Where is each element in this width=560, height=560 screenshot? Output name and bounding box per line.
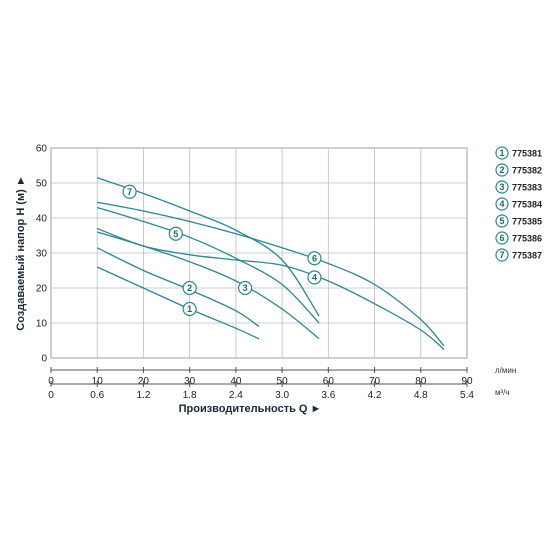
curve-marker-6: 6 <box>307 251 322 266</box>
y-tick-label: 0 <box>41 354 47 365</box>
marker-circle <box>122 184 137 199</box>
marker-number: 1 <box>187 304 192 314</box>
marker-number: 2 <box>187 283 192 293</box>
legend-marker <box>495 214 509 228</box>
legend-label: 775381 <box>512 148 542 158</box>
x-tick-label-m3h: 4.2 <box>368 390 382 401</box>
legend-label: 775386 <box>512 233 542 243</box>
marker-number: 3 <box>243 283 248 293</box>
legend-marker <box>495 248 509 262</box>
legend: 1 775381 2 775382 3 775383 4 775384 5 775385 6 7753… <box>495 146 542 262</box>
curve-775385 <box>97 206 320 324</box>
curve-775384 <box>96 227 445 350</box>
y-axis-title: Создаваемый напор H (м) ► <box>15 175 27 330</box>
legend-marker-number: 6 <box>499 233 504 243</box>
curve-775387 <box>96 177 320 317</box>
legend-marker-number: 1 <box>499 148 504 158</box>
marker-circle <box>238 280 253 296</box>
y-tick-label: 20 <box>36 284 48 295</box>
y-tick-label: 40 <box>36 214 48 225</box>
marker-circle <box>182 301 197 317</box>
legend-marker <box>495 146 509 160</box>
curve-marker-1: 1 <box>182 301 197 317</box>
legend-item-775385: 5 775385 <box>495 214 542 228</box>
x-tick-label-m3h: 3.0 <box>275 390 289 401</box>
legend-marker-number: 2 <box>499 165 504 175</box>
legend-label: 775382 <box>512 165 542 175</box>
legend-item-775381: 1 775381 <box>495 146 542 160</box>
legend-label: 775383 <box>512 182 542 192</box>
x-tick-label-m3h: 3.6 <box>321 390 335 401</box>
legend-label: 775387 <box>512 250 542 260</box>
legend-item-775386: 6 775386 <box>495 231 542 245</box>
legend-item-775383: 3 775383 <box>495 180 542 194</box>
y-tick-label: 50 <box>36 179 48 190</box>
curve-markers: 1 2 3 4 5 6 7 <box>122 184 322 317</box>
marker-circle <box>307 251 322 266</box>
marker-circle <box>168 226 183 241</box>
marker-number: 7 <box>127 187 132 197</box>
x-tick-label-m3h: 0 <box>48 390 54 401</box>
marker-circle <box>307 270 322 285</box>
curves <box>96 177 445 350</box>
marker-number: 4 <box>312 273 317 283</box>
legend-marker-number: 5 <box>499 216 504 226</box>
curve-marker-3: 3 <box>238 280 253 296</box>
curve-marker-5: 5 <box>168 226 183 241</box>
axes: 0102030405060010203040506070809000.61.21… <box>36 144 475 402</box>
legend-marker <box>495 231 509 245</box>
legend-item-775382: 2 775382 <box>495 163 542 177</box>
x-unit-bottom: м³/ч <box>495 388 510 397</box>
marker-number: 6 <box>312 253 317 263</box>
marker-circle <box>182 280 197 296</box>
legend-marker-number: 4 <box>499 199 504 209</box>
curve-marker-7: 7 <box>122 184 137 199</box>
legend-marker <box>495 180 509 194</box>
x-tick-label-m3h: 0.6 <box>90 390 104 401</box>
x-unit-top: л/мин <box>495 366 516 375</box>
x-tick-label-m3h: 1.2 <box>136 390 150 401</box>
legend-marker-number: 3 <box>499 182 504 192</box>
legend-label: 775384 <box>512 199 542 209</box>
x-tick-label-m3h: 2.4 <box>229 390 243 401</box>
curve-marker-4: 4 <box>307 270 322 285</box>
marker-number: 5 <box>173 229 178 239</box>
y-tick-label: 60 <box>36 144 48 155</box>
grid <box>50 147 468 359</box>
legend-label: 775385 <box>512 216 542 226</box>
curve-775386 <box>97 201 445 347</box>
legend-marker-number: 7 <box>499 250 504 260</box>
legend-item-775384: 4 775384 <box>495 197 542 211</box>
legend-marker <box>495 197 509 211</box>
x-tick-label-m3h: 4.8 <box>414 390 428 401</box>
y-tick-label: 10 <box>36 319 48 330</box>
legend-item-775387: 7 775387 <box>495 248 542 262</box>
y-tick-label: 30 <box>36 249 48 260</box>
legend-marker <box>495 163 509 177</box>
x-tick-label-m3h: 1.8 <box>183 390 197 401</box>
x-axis-title: Производительность Q ► <box>179 403 322 415</box>
curve-marker-2: 2 <box>182 280 197 296</box>
x-tick-label-m3h: 5.4 <box>460 390 474 401</box>
